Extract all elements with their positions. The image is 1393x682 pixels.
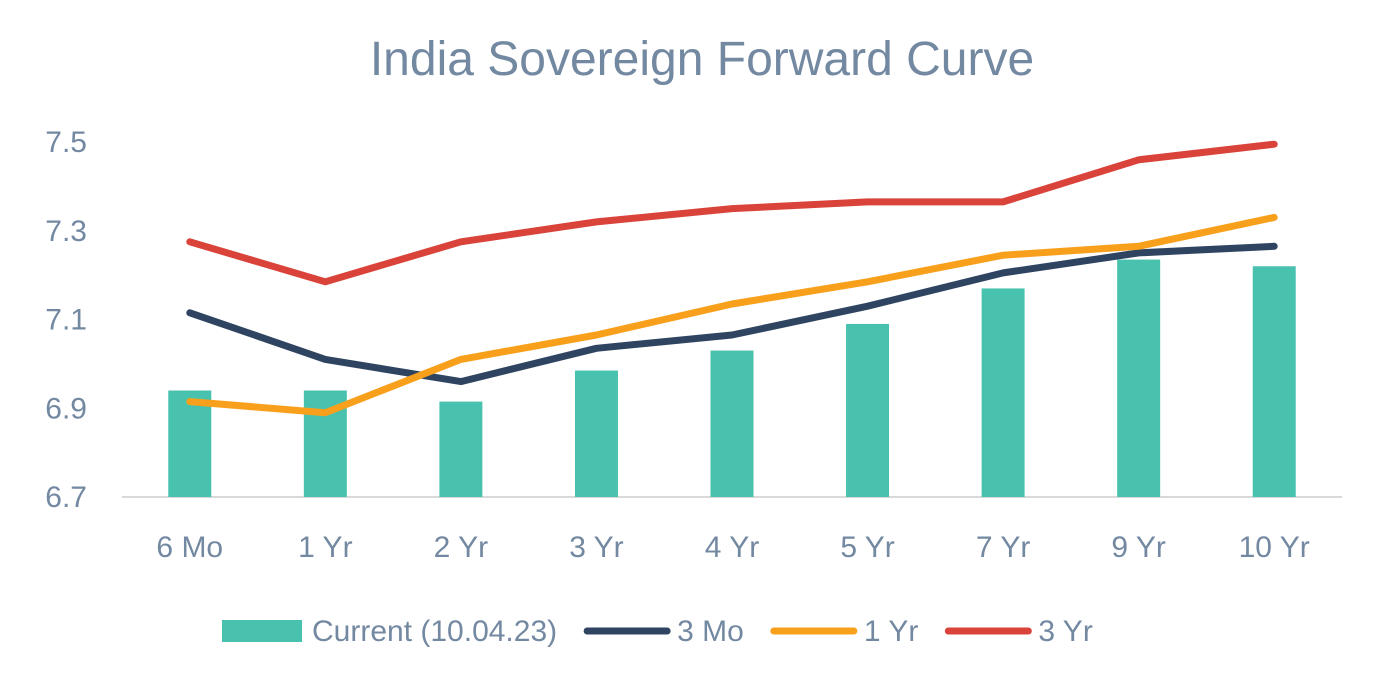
bar-current <box>1252 266 1296 497</box>
x-tick-label: 9 Yr <box>1111 531 1165 564</box>
chart-legend: Current (10.04.23) 3 Mo 1 Yr 3 Yr <box>222 615 1093 648</box>
x-tick-label: 6 Mo <box>156 531 223 564</box>
bar-current <box>439 401 483 497</box>
y-tick-label: 6.7 <box>45 481 87 514</box>
line-series-3-mo <box>186 242 1278 386</box>
legend-label: Current (10.04.23) <box>312 615 557 648</box>
x-tick-label: 4 Yr <box>705 531 759 564</box>
legend-label: 3 Mo <box>677 615 744 648</box>
bar-current <box>846 323 890 497</box>
legend-label: 1 Yr <box>864 615 918 648</box>
y-tick-label: 6.9 <box>45 392 87 425</box>
x-tick-label: 1 Yr <box>298 531 352 564</box>
x-tick-label: 2 Yr <box>434 531 488 564</box>
line-series-1-yr <box>186 213 1278 417</box>
plot-area: 6.7 6.9 7.1 7.3 7.5 6 Mo 1 Yr 2 Yr 3 Yr 4 Yr 5 Yr 7… <box>45 126 1342 564</box>
bar-current <box>981 288 1025 497</box>
bar-current <box>710 350 754 497</box>
bar-current <box>1117 259 1161 497</box>
x-tick-label: 7 Yr <box>976 531 1030 564</box>
y-tick-label: 7.5 <box>45 126 87 159</box>
x-tick-label: 3 Yr <box>569 531 623 564</box>
y-tick-label: 7.3 <box>45 215 87 248</box>
line-series-3-yr <box>186 140 1278 286</box>
bar-current <box>574 370 618 497</box>
y-tick-label: 7.1 <box>45 304 87 337</box>
bar-current <box>168 390 212 497</box>
x-tick-label: 10 Yr <box>1239 531 1310 564</box>
legend-label: 3 Yr <box>1038 615 1092 648</box>
chart-title: India Sovereign Forward Curve <box>370 33 1034 86</box>
legend-swatch-current <box>222 620 302 642</box>
x-tick-label: 5 Yr <box>840 531 894 564</box>
